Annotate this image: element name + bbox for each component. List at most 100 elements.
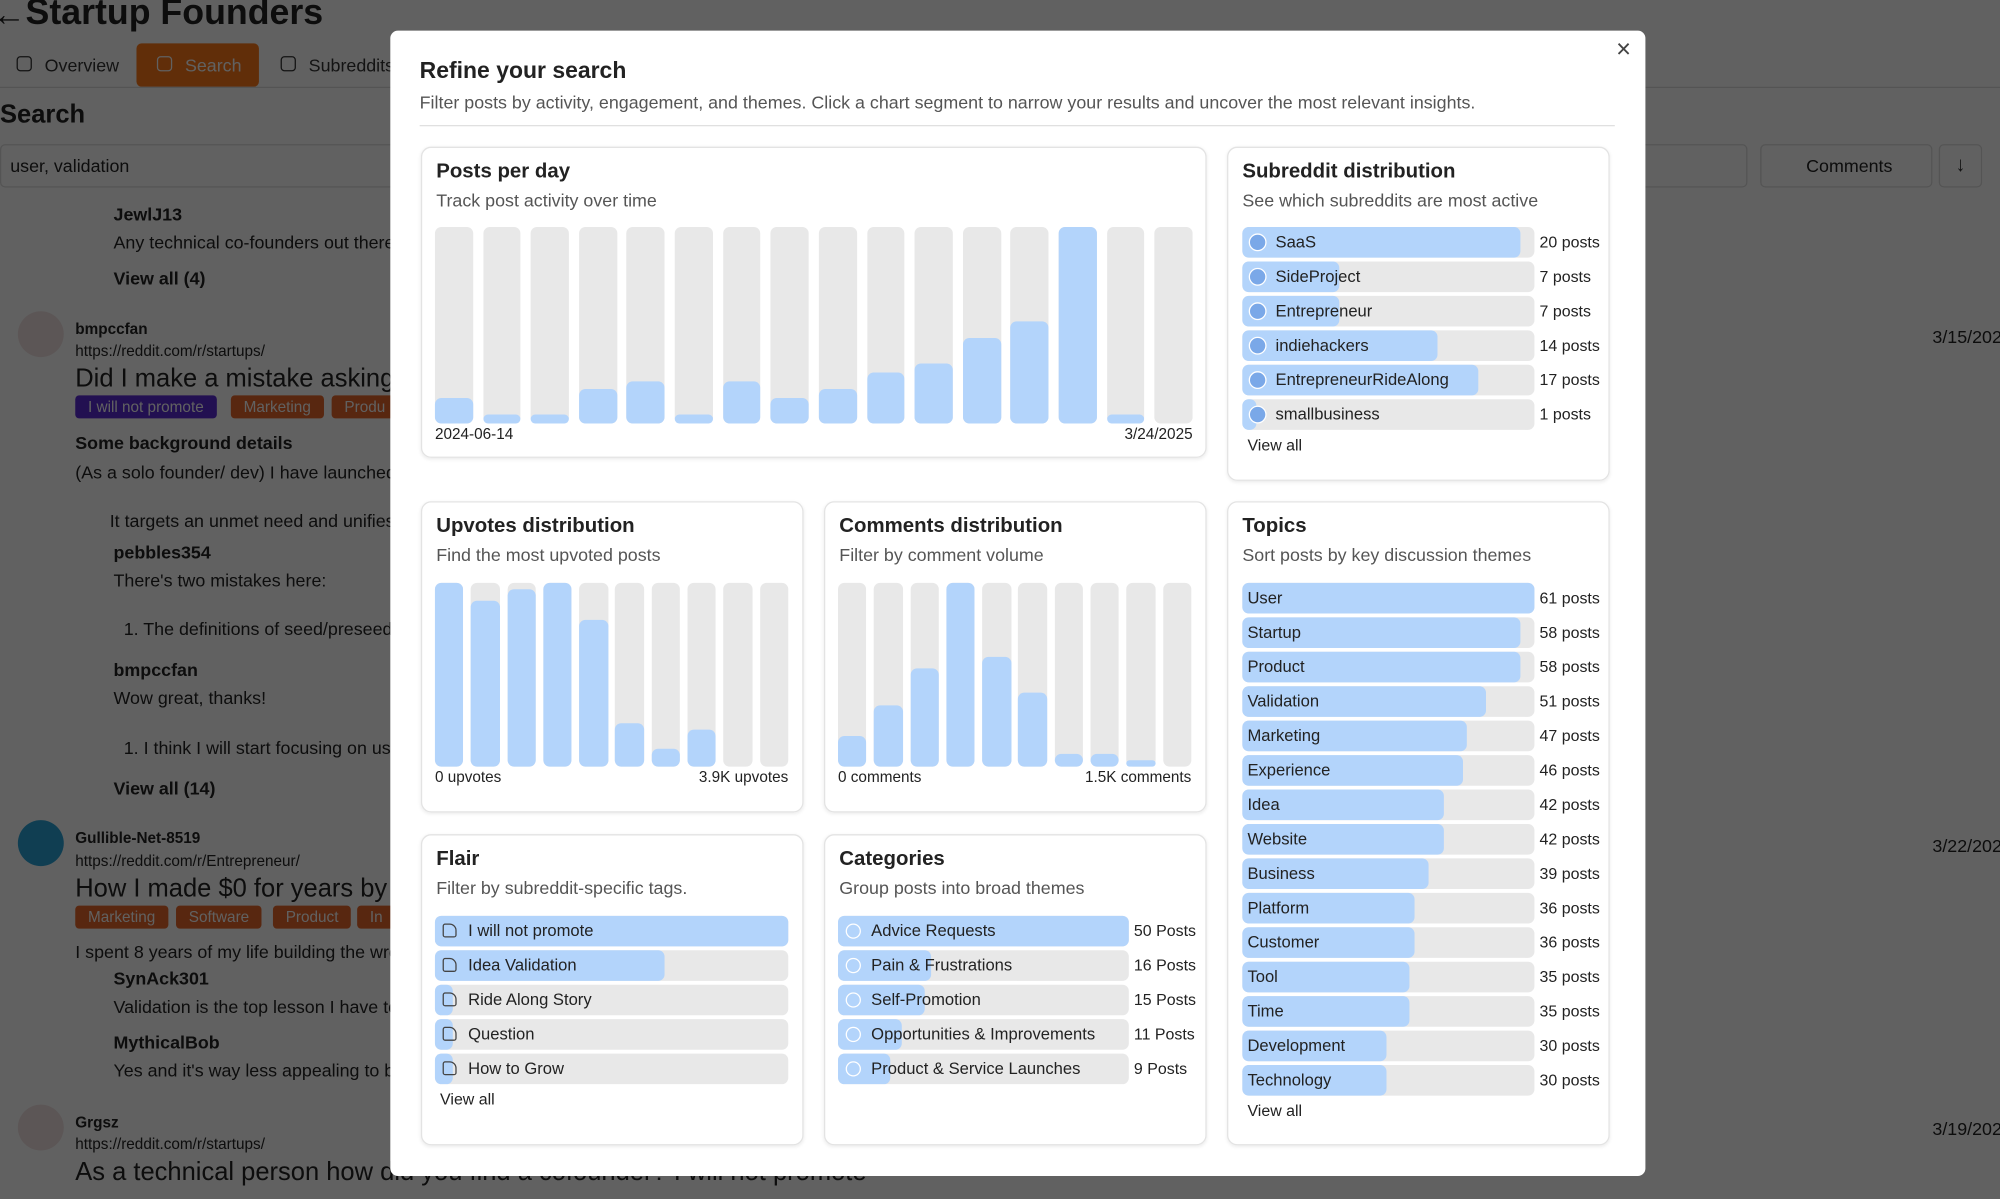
bar[interactable] xyxy=(910,668,939,767)
card-subtitle: Group posts into broad themes xyxy=(839,877,1085,898)
value-label: 20 posts xyxy=(1539,232,1600,251)
bar[interactable] xyxy=(1126,760,1156,767)
bar[interactable] xyxy=(1242,686,1487,717)
bar[interactable] xyxy=(578,389,617,424)
view-all-link[interactable]: View all xyxy=(440,1089,495,1108)
bar-track[interactable] xyxy=(1090,582,1120,767)
tag-icon xyxy=(442,992,457,1007)
bar[interactable] xyxy=(507,589,536,767)
bar[interactable] xyxy=(1242,892,1415,924)
bar[interactable] xyxy=(838,735,867,767)
bar[interactable] xyxy=(1242,330,1438,361)
bar-track[interactable] xyxy=(1154,227,1193,424)
bar[interactable] xyxy=(962,338,1001,424)
bar[interactable] xyxy=(626,380,665,424)
bar-label: EntrepreneurRideAlong xyxy=(1275,370,1449,390)
value-label: 36 posts xyxy=(1539,933,1600,951)
bar[interactable] xyxy=(482,414,521,424)
bar-track[interactable] xyxy=(770,227,809,424)
bar[interactable] xyxy=(770,397,809,424)
bar[interactable] xyxy=(1242,927,1415,958)
bar[interactable] xyxy=(434,397,473,424)
bar[interactable] xyxy=(914,363,953,424)
card-title: Subreddit distribution xyxy=(1242,161,1456,183)
value-label: 61 posts xyxy=(1539,588,1600,607)
bar[interactable] xyxy=(1242,961,1410,993)
bar[interactable] xyxy=(1242,996,1410,1027)
bar-track[interactable] xyxy=(482,227,521,424)
bar-track[interactable] xyxy=(530,227,569,424)
bar-label: Idea Validation xyxy=(468,955,577,975)
item-icon xyxy=(1248,405,1267,424)
bar[interactable] xyxy=(838,915,1129,947)
bar[interactable] xyxy=(1242,364,1479,396)
bar[interactable] xyxy=(874,705,903,767)
bar[interactable] xyxy=(1018,693,1047,767)
close-button[interactable]: × xyxy=(1616,35,1631,64)
card-subtitle: Filter by comment volume xyxy=(839,544,1044,565)
bar-track[interactable] xyxy=(1126,582,1156,767)
bar[interactable] xyxy=(946,582,975,767)
value-label: 36 posts xyxy=(1539,898,1600,917)
bar[interactable] xyxy=(471,601,500,767)
bar[interactable] xyxy=(1106,414,1145,424)
bar[interactable] xyxy=(1090,754,1120,767)
bar[interactable] xyxy=(434,950,665,981)
bar[interactable] xyxy=(866,372,905,424)
bar-label: I will not promote xyxy=(468,921,594,941)
bar-track[interactable] xyxy=(1106,227,1145,424)
modal-title: Refine your search xyxy=(419,57,627,84)
bar-track[interactable] xyxy=(759,582,789,767)
card-title: Posts per day xyxy=(436,161,571,183)
chart-card xyxy=(420,834,804,1146)
bar[interactable] xyxy=(1242,720,1468,752)
bar-track[interactable] xyxy=(1242,399,1535,430)
bar[interactable] xyxy=(1242,789,1444,821)
bar[interactable] xyxy=(1242,1030,1386,1062)
bar[interactable] xyxy=(1242,755,1463,786)
bar[interactable] xyxy=(615,723,644,767)
bar[interactable] xyxy=(1058,227,1097,424)
value-label: 7 posts xyxy=(1539,301,1591,320)
bar[interactable] xyxy=(530,414,569,424)
bar[interactable] xyxy=(674,414,713,424)
view-all-link[interactable]: View all xyxy=(1247,435,1303,454)
card-title: Flair xyxy=(436,848,480,871)
bar[interactable] xyxy=(1242,582,1535,614)
bar[interactable] xyxy=(1242,1065,1386,1096)
card-title: Categories xyxy=(839,848,945,871)
bar[interactable] xyxy=(1242,617,1521,648)
view-all-link[interactable]: View all xyxy=(1247,1101,1303,1120)
bar[interactable] xyxy=(1242,823,1444,855)
bar[interactable] xyxy=(543,582,572,767)
bar[interactable] xyxy=(579,619,608,767)
bar[interactable] xyxy=(434,582,464,767)
bar[interactable] xyxy=(1242,651,1521,683)
bar[interactable] xyxy=(722,380,761,424)
bar[interactable] xyxy=(1054,754,1084,767)
value-label: 47 posts xyxy=(1539,726,1600,745)
bar-track[interactable] xyxy=(674,227,713,424)
bar-label: Self-Promotion xyxy=(871,990,981,1010)
bar-track[interactable] xyxy=(434,1019,789,1050)
bar-label: Question xyxy=(468,1024,535,1044)
bar-track[interactable] xyxy=(434,227,473,424)
card-subtitle: Sort posts by key discussion themes xyxy=(1242,544,1532,565)
bar-track[interactable] xyxy=(723,582,753,767)
bar-track[interactable] xyxy=(651,582,680,767)
bar-track[interactable] xyxy=(1054,582,1084,767)
bar-track[interactable] xyxy=(434,984,789,1016)
bar[interactable] xyxy=(1010,320,1049,424)
bar[interactable] xyxy=(1242,858,1430,890)
chart-card xyxy=(823,834,1207,1146)
bar[interactable] xyxy=(687,729,717,767)
bar[interactable] xyxy=(651,748,680,767)
bar[interactable] xyxy=(1242,227,1521,258)
bar[interactable] xyxy=(434,915,789,947)
bar[interactable] xyxy=(982,656,1011,767)
bar-track[interactable] xyxy=(434,1053,789,1085)
bar[interactable] xyxy=(818,389,857,424)
bar-track[interactable] xyxy=(1162,582,1192,767)
chart-card xyxy=(1227,146,1610,481)
